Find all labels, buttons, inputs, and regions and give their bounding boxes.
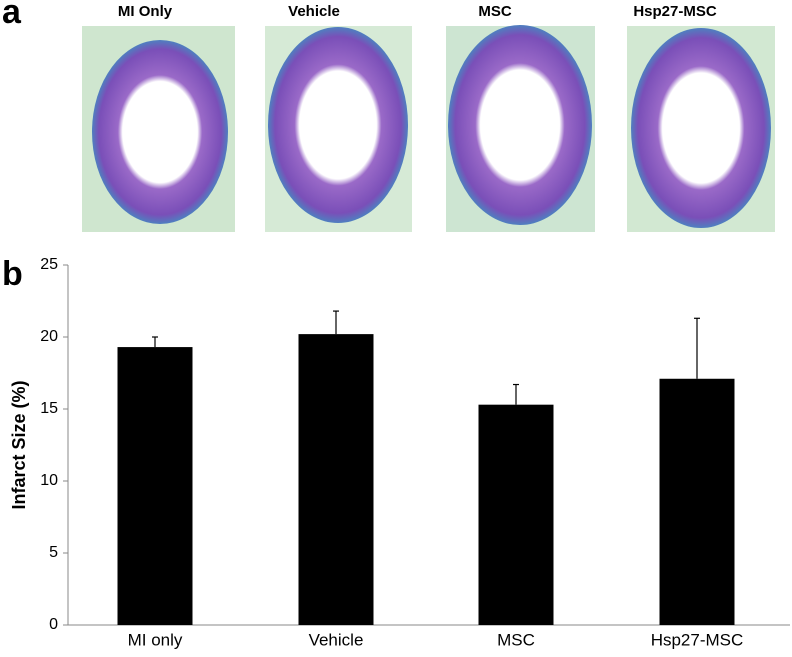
bar bbox=[478, 404, 554, 625]
histology-image bbox=[446, 25, 595, 232]
image-title: MSC bbox=[478, 3, 512, 20]
histology-image bbox=[82, 26, 235, 232]
histology-image bbox=[265, 26, 412, 232]
x-tick-label: Vehicle bbox=[309, 630, 364, 649]
y-tick-label: 25 bbox=[40, 256, 58, 273]
image-title: Hsp27-MSC bbox=[633, 3, 717, 20]
y-tick-label: 15 bbox=[40, 400, 58, 417]
x-tick-label: MSC bbox=[497, 630, 535, 649]
y-tick-label: 0 bbox=[49, 616, 58, 633]
y-tick-label: 20 bbox=[40, 328, 58, 345]
y-tick-label: 5 bbox=[49, 544, 58, 561]
panel-label: a bbox=[2, 0, 22, 31]
bar bbox=[659, 378, 735, 625]
bar bbox=[298, 334, 374, 625]
histology-image bbox=[627, 26, 775, 232]
image-title: MI Only bbox=[118, 3, 173, 20]
y-tick-label: 10 bbox=[40, 472, 58, 489]
x-tick-label: MI only bbox=[128, 630, 183, 649]
image-title: Vehicle bbox=[288, 3, 340, 20]
panel-label: b bbox=[2, 255, 23, 293]
x-tick-label: Hsp27-MSC bbox=[651, 630, 744, 649]
y-axis-label: Infarct Size (%) bbox=[9, 380, 29, 509]
bar bbox=[117, 347, 193, 625]
